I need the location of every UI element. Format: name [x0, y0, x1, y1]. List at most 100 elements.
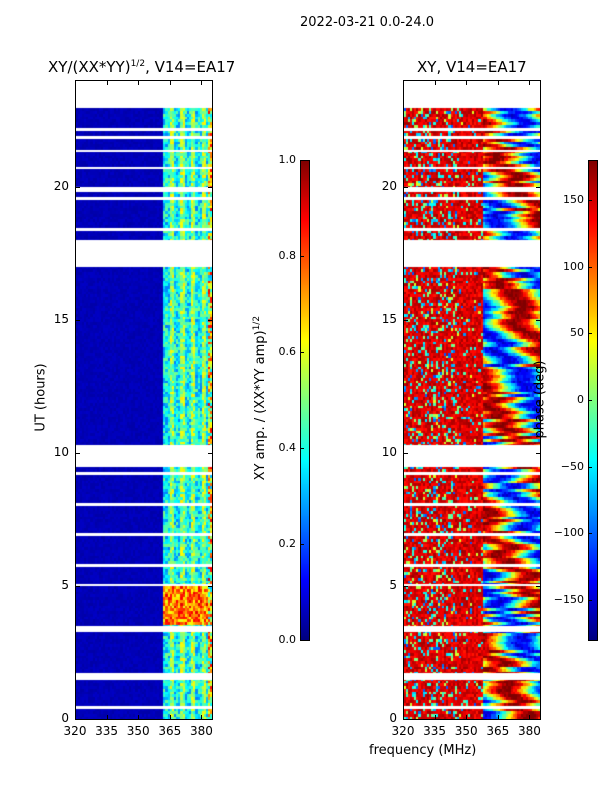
- y-tick-right: [208, 719, 213, 720]
- colorbar-tick: [588, 333, 592, 335]
- colorbar-tick: [300, 160, 304, 161]
- x-tick: [106, 715, 108, 720]
- right-axes-frame: [403, 80, 541, 720]
- colorbar-tick: [588, 200, 592, 201]
- phase-colorbar: [588, 160, 597, 640]
- y-tick: [403, 186, 408, 188]
- suptitle: 2022-03-21 0.0-24.0: [300, 15, 434, 30]
- left-axes-frame: [75, 80, 213, 720]
- y-tick: [403, 719, 408, 720]
- x-tick-label: 365: [486, 724, 510, 738]
- y-tick-label: 15: [53, 311, 69, 326]
- x-tick: [497, 715, 499, 720]
- colorbar-tick: [300, 640, 304, 641]
- colorbar-tick-label: 0.0: [278, 633, 297, 646]
- colorbar-tick-label: −50: [560, 459, 584, 473]
- y-tick: [75, 452, 80, 454]
- colorbar-tick: [588, 400, 592, 401]
- colorbar-tick-label: −150: [553, 593, 584, 606]
- colorbar-tick-label: 1.0: [278, 153, 297, 166]
- y-tick: [75, 719, 80, 720]
- amplitude-colorbar-label: XY amp. / (XX*YY amp)1/2: [252, 298, 268, 498]
- x-tick: [169, 715, 171, 720]
- x-tick-top: [169, 80, 171, 85]
- colorbar-tick-label: 0.4: [278, 441, 297, 454]
- x-tick: [201, 715, 203, 720]
- x-tick-label: 335: [423, 724, 447, 738]
- left-ylabel: UT (hours): [33, 363, 49, 432]
- colorbar-tick-label: 0.8: [278, 249, 297, 262]
- y-tick: [403, 319, 408, 321]
- y-tick-label: 5: [61, 577, 69, 592]
- x-tick-top: [497, 80, 499, 85]
- y-tick-right: [536, 319, 541, 321]
- xlabel: frequency (MHz): [369, 743, 477, 758]
- cb0-label-exp: 1/2: [251, 315, 262, 331]
- x-tick-top: [466, 80, 468, 85]
- colorbar-tick-label: 0: [577, 393, 584, 406]
- x-tick-label: 365: [158, 724, 182, 738]
- amplitude-heatmap: [75, 80, 212, 719]
- x-tick: [466, 715, 468, 720]
- colorbar-tick-label: 150: [563, 193, 584, 206]
- y-tick: [75, 186, 80, 188]
- x-tick: [434, 715, 436, 720]
- x-tick: [75, 715, 76, 720]
- colorbar-tick: [588, 266, 592, 268]
- colorbar-tick: [588, 533, 592, 535]
- amplitude-colorbar: [300, 160, 309, 640]
- x-tick-top: [434, 80, 436, 85]
- y-tick-right: [536, 719, 541, 720]
- colorbar-tick: [588, 600, 592, 601]
- y-tick: [403, 452, 408, 454]
- y-tick-label: 20: [53, 178, 69, 193]
- y-tick-label: 10: [53, 444, 69, 459]
- x-tick-top: [529, 80, 531, 85]
- y-tick: [75, 585, 80, 587]
- y-tick-right: [536, 585, 541, 587]
- y-tick-label: 15: [381, 311, 397, 326]
- colorbar-tick-label: 0.6: [278, 345, 297, 358]
- y-tick-right: [208, 186, 213, 188]
- y-tick: [403, 585, 408, 587]
- x-tick-top: [75, 80, 76, 85]
- y-tick-label: 0: [389, 711, 397, 725]
- x-tick: [403, 715, 404, 720]
- x-tick-label: 380: [518, 724, 541, 738]
- colorbar-tick-label: 0.2: [278, 537, 297, 550]
- x-tick: [138, 715, 140, 720]
- y-tick: [75, 319, 80, 321]
- colorbar-tick: [300, 544, 304, 545]
- left-title-suffix: , V14=EA17: [145, 58, 236, 76]
- y-tick-right: [536, 186, 541, 188]
- left-title-exp: 1/2: [130, 59, 146, 69]
- x-tick: [529, 715, 531, 720]
- y-tick-right: [208, 452, 213, 454]
- x-tick-label: 350: [454, 724, 478, 738]
- y-tick-label: 10: [381, 444, 397, 459]
- left-title-text: XY/(XX*YY): [48, 58, 131, 76]
- colorbar-tick-label: 50: [570, 326, 584, 340]
- x-tick-label: 320: [391, 724, 415, 738]
- x-tick-label: 380: [190, 724, 213, 738]
- left-title: XY/(XX*YY)1/2, V14=EA17: [48, 58, 235, 76]
- colorbar-tick: [300, 352, 304, 353]
- x-tick-top: [201, 80, 203, 85]
- y-tick-right: [208, 585, 213, 587]
- x-tick-top: [138, 80, 140, 85]
- y-tick-label: 5: [389, 577, 397, 592]
- cb0-label-text: XY amp. / (XX*YY amp): [253, 330, 269, 481]
- x-tick-label: 350: [126, 724, 150, 738]
- x-tick-label: 320: [63, 724, 87, 738]
- colorbar-tick: [300, 256, 304, 257]
- colorbar-tick: [588, 466, 592, 468]
- x-tick-label: 335: [95, 724, 119, 738]
- y-tick-label: 20: [381, 178, 397, 193]
- x-tick-top: [106, 80, 108, 85]
- phase-heatmap: [403, 80, 540, 719]
- y-tick-right: [536, 452, 541, 454]
- x-tick-top: [403, 80, 404, 85]
- right-title: XY, V14=EA17: [417, 58, 527, 76]
- colorbar-tick: [300, 448, 304, 449]
- colorbar-tick-label: 100: [563, 259, 584, 273]
